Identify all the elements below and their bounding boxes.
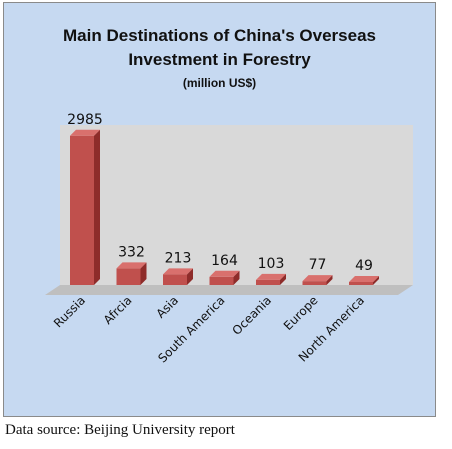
bar-top-6	[349, 276, 379, 282]
data-label-4: 103	[258, 256, 285, 272]
data-label-1: 332	[118, 244, 145, 260]
bar-side-5	[326, 275, 333, 285]
bar-top-4	[256, 273, 286, 280]
bar-top-0	[70, 129, 100, 136]
category-label-5: Europe	[281, 293, 321, 333]
bar-top-5	[302, 275, 333, 282]
bar-top-2	[163, 268, 193, 275]
bar-4	[256, 279, 280, 285]
chart-subtitle: (million US$)	[182, 76, 257, 90]
bar-1	[116, 268, 141, 285]
plot-area	[60, 125, 413, 285]
data-source-note: Data source: Beijing University report	[5, 422, 235, 438]
category-label-4: Oceania	[230, 293, 275, 338]
category-label-1: Afrcia	[101, 293, 135, 327]
bar-3	[209, 276, 234, 285]
bar-top-3	[209, 270, 240, 277]
data-label-6: 49	[355, 258, 373, 274]
bar-5	[302, 281, 327, 285]
bar-side-0	[94, 129, 100, 285]
category-label-2: Asia	[153, 293, 181, 321]
data-label-2: 213	[165, 250, 192, 266]
bar-6	[349, 282, 373, 285]
plot-floor	[45, 285, 413, 295]
data-label-0: 2985	[67, 112, 103, 128]
bar-side-1	[140, 262, 147, 285]
data-label-5: 77	[309, 257, 327, 273]
bar-side-2	[187, 268, 193, 285]
bar-0	[70, 135, 94, 285]
bar-2	[163, 274, 187, 285]
chart-title: Main Destinations of China's Overseas In…	[3, 24, 436, 72]
data-label-3: 164	[211, 253, 238, 269]
category-label-0: Russia	[51, 293, 88, 330]
bar-side-6	[373, 276, 379, 285]
chart-title-line-1: Main Destinations of China's Overseas	[63, 26, 376, 45]
bar-side-3	[233, 270, 240, 285]
bar-side-4	[280, 273, 286, 285]
bar-top-1	[116, 262, 147, 269]
chart-title-line-2: Investment in Forestry	[128, 50, 311, 69]
